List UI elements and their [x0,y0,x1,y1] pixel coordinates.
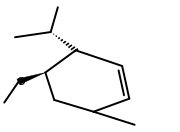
Polygon shape [17,72,45,84]
Text: O: O [17,77,26,87]
